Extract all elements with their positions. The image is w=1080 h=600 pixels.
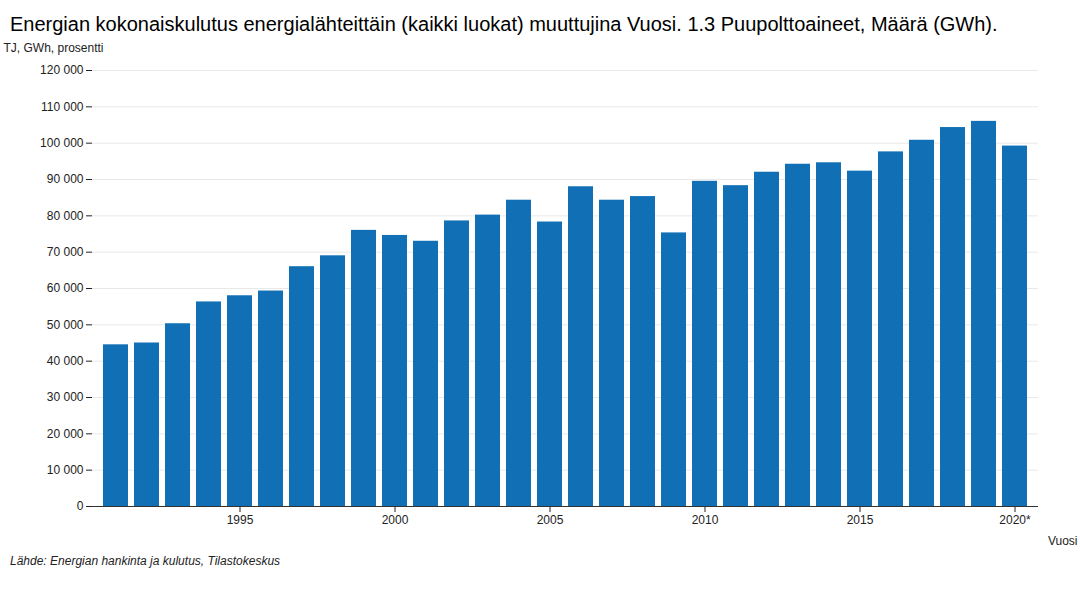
svg-text:80 000: 80 000 — [47, 209, 84, 223]
svg-text:120 000: 120 000 — [40, 63, 84, 77]
html-text:Lähde: Energian hankinta ja ku: Lähde: Energian hankinta ja kulutus, Til… — [10, 554, 281, 568]
html-text:Energian kokonaiskulutus energ: Energian kokonaiskulutus energialähteitt… — [10, 13, 998, 35]
svg-text:2020*: 2020* — [999, 513, 1031, 527]
svg-text:100 000: 100 000 — [40, 136, 84, 150]
svg-text:30 000: 30 000 — [47, 390, 84, 404]
svg-text:50 000: 50 000 — [47, 318, 84, 332]
svg-text:20 000: 20 000 — [47, 427, 84, 441]
svg-text:70 000: 70 000 — [47, 245, 84, 259]
svg-text:2010: 2010 — [692, 513, 719, 527]
svg-text:40 000: 40 000 — [47, 354, 84, 368]
svg-text:10 000: 10 000 — [47, 463, 84, 477]
svg-text:Vuosi: Vuosi — [1048, 534, 1078, 548]
svg-text:1995: 1995 — [227, 513, 254, 527]
svg-text:0: 0 — [77, 499, 84, 513]
svg-text:60 000: 60 000 — [47, 281, 84, 295]
svg-text:110 000: 110 000 — [41, 100, 84, 114]
svg-text:2000: 2000 — [382, 513, 409, 527]
svg-text:2005: 2005 — [537, 513, 564, 527]
svg-text:90 000: 90 000 — [47, 172, 84, 186]
svg-text:TJ, GWh, prosentti: TJ, GWh, prosentti — [4, 41, 104, 55]
svg-text:2015: 2015 — [847, 513, 874, 527]
